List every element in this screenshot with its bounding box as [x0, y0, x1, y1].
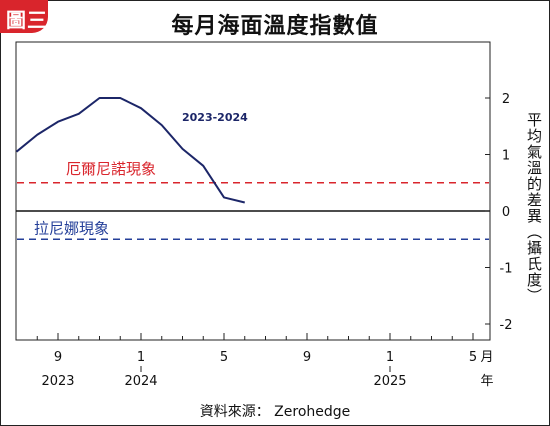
figure-badge: 圖三 — [0, 0, 48, 33]
source-note: 資料來源： Zerohedge — [199, 404, 351, 420]
x-unit-label-year: 年 — [480, 374, 493, 389]
reference-line-label: 拉尼娜現象 — [34, 219, 109, 237]
x-tick-label: 9 — [54, 350, 62, 365]
y-tick-label: 2 — [502, 92, 510, 107]
y-axis-label: 平均氣溫的差異（攝氏度） — [525, 112, 543, 304]
x-tick-label: 1 — [386, 350, 394, 365]
chart-title: 每月海面溫度指數值 — [171, 14, 379, 39]
series-label: 2023-2024 — [182, 111, 248, 124]
axes: 2 1 0 -1 -2 9 1 5 9 1 5 2023 2024 2025 月年 平均氣溫的差異（攝氏度） — [16, 92, 543, 389]
y-tick-label: -2 — [500, 318, 513, 333]
plot-area — [15, 41, 491, 341]
year-label: 2025 — [373, 374, 406, 389]
x-unit-label: 月 — [480, 350, 493, 365]
x-tick-label: 9 — [303, 350, 311, 365]
labels-group: 2023-2024 — [182, 111, 248, 124]
y-tick-label: 0 — [502, 205, 510, 220]
x-tick-label: 5 — [220, 350, 228, 365]
reference-line-label: 厄爾尼諾現象 — [66, 160, 156, 178]
y-tick-label: -1 — [500, 262, 513, 277]
x-tick-label: 1 — [137, 350, 145, 365]
year-label: 2024 — [124, 374, 157, 389]
series-line — [15, 97, 245, 204]
x-tick-label: 5 — [469, 350, 477, 365]
year-label: 2023 — [41, 374, 74, 389]
figure-badge-label: 圖三 — [6, 8, 48, 32]
series-group — [15, 97, 245, 204]
y-tick-label: 1 — [502, 149, 510, 164]
